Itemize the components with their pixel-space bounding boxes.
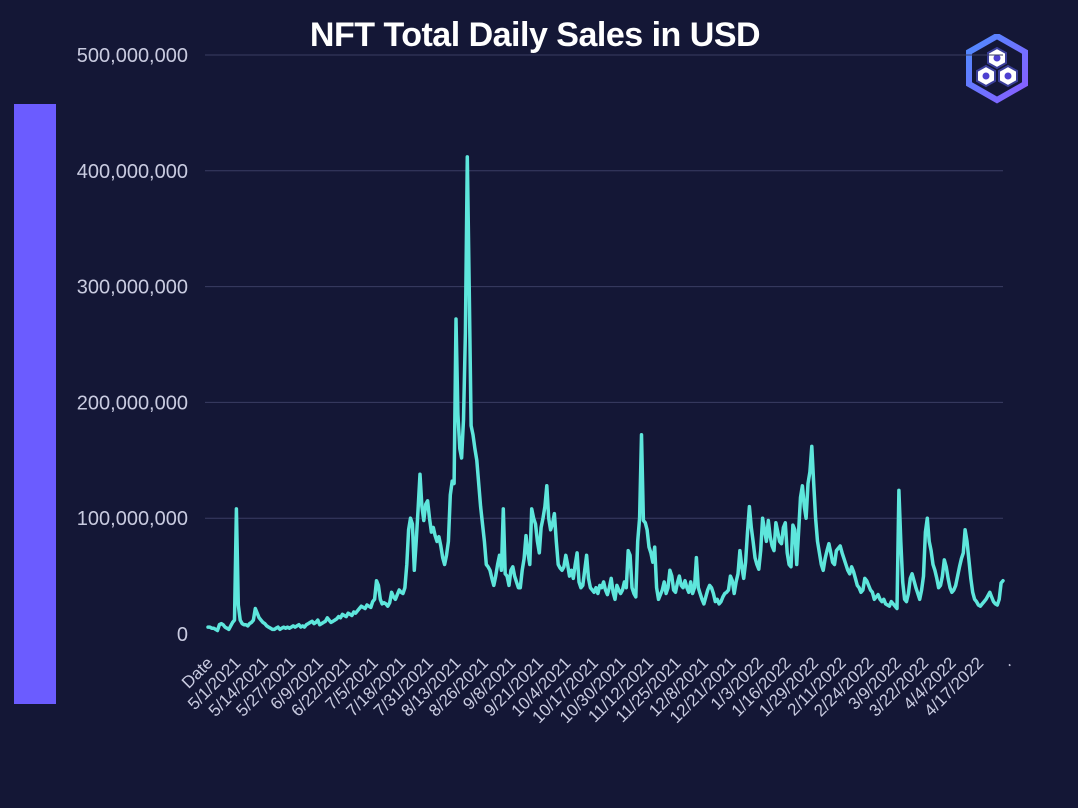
hexagon-cluster-logo-icon	[966, 34, 1028, 104]
y-tick-label: 100,000,000	[77, 508, 188, 530]
y-tick-label: 200,000,000	[77, 392, 188, 414]
gridlines	[205, 54, 1003, 519]
x-tick-label: .	[998, 653, 1015, 670]
y-tick-label: 300,000,000	[77, 277, 188, 299]
y-axis-ticks: 0 100,000,000 200,000,000 300,000,000 400,00…	[77, 45, 188, 646]
series-line-daily-sales	[206, 155, 1005, 633]
accent-side-bar	[14, 104, 56, 704]
y-tick-label: 400,000,000	[77, 161, 188, 183]
x-axis-ticks: Date5/1/20215/14/20215/27/20216/9/20216/…	[178, 653, 1015, 727]
chart-title: NFT Total Daily Sales in USD	[309, 16, 761, 54]
y-tick-label: 0	[177, 624, 188, 646]
series-layer	[206, 155, 1005, 633]
y-tick-label: 500,000,000	[77, 45, 188, 67]
